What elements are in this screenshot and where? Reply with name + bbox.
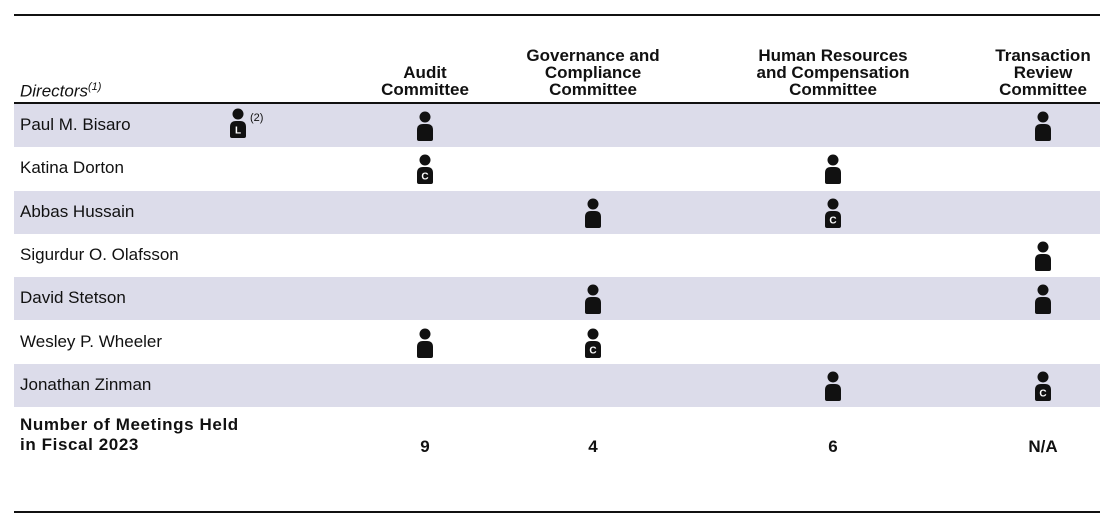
member-icon bbox=[1035, 111, 1051, 141]
member-icon bbox=[1035, 284, 1051, 315]
icon-head bbox=[827, 371, 839, 383]
row-shade bbox=[14, 104, 1100, 148]
icon-head bbox=[587, 284, 599, 296]
director-name: Paul M. Bisaro bbox=[20, 115, 131, 134]
footer-label-line: in Fiscal 2023 bbox=[20, 435, 139, 455]
bottom-rule bbox=[14, 511, 1100, 513]
director-name: Abbas Hussain bbox=[20, 201, 135, 221]
footer-label-line: Number of Meetings Held bbox=[20, 415, 239, 435]
icon-head bbox=[587, 198, 599, 210]
icon-head bbox=[1037, 111, 1049, 123]
member-icon bbox=[1035, 241, 1051, 271]
icon-head bbox=[419, 328, 431, 339]
member-icon: C bbox=[1035, 371, 1051, 401]
committee-header: Audit Committee bbox=[345, 64, 505, 98]
icon-body bbox=[825, 383, 841, 401]
icon-head bbox=[587, 328, 599, 339]
icon-body bbox=[1035, 253, 1051, 271]
member-icon bbox=[417, 328, 433, 358]
meetings-count: N/A bbox=[1028, 437, 1058, 457]
icon-head bbox=[419, 111, 431, 123]
meetings-count: 6 bbox=[828, 437, 838, 457]
directors-header: Directors(1) bbox=[20, 77, 101, 102]
director-name: Katina Dorton bbox=[20, 158, 124, 178]
member-icon bbox=[825, 371, 841, 401]
icon-body bbox=[585, 340, 601, 358]
member-icon bbox=[585, 198, 601, 228]
icon-body bbox=[1035, 383, 1051, 401]
header-line: Transaction bbox=[995, 46, 1091, 65]
icon-body bbox=[825, 210, 841, 228]
icon-letter: C bbox=[829, 215, 836, 226]
header-line: Compliance bbox=[544, 63, 642, 82]
member-icon: C bbox=[417, 154, 433, 185]
top-rule bbox=[14, 14, 1100, 16]
icon-body bbox=[417, 124, 433, 141]
icon-letter: C bbox=[589, 345, 596, 356]
member-icon: C bbox=[825, 198, 841, 228]
meetings-count: 4 bbox=[588, 437, 598, 457]
header-line: Committee bbox=[789, 80, 877, 99]
committee-header: Human Resources and Compensation Committee bbox=[718, 47, 948, 98]
header-line: and Compensation bbox=[756, 63, 910, 82]
header-line: Audit bbox=[403, 63, 447, 82]
header-line: Review bbox=[1013, 63, 1073, 82]
icon-head bbox=[827, 154, 839, 166]
header-line: Human Resources bbox=[758, 46, 908, 65]
icon-letter: C bbox=[1039, 388, 1046, 399]
header-line: Governance and bbox=[526, 46, 660, 65]
icon-body bbox=[1035, 124, 1051, 141]
directors-note: (1) bbox=[88, 81, 102, 93]
header-rule bbox=[14, 102, 1100, 104]
icon-body bbox=[230, 121, 246, 138]
member-icon: C bbox=[585, 328, 601, 358]
icon-body bbox=[417, 167, 433, 185]
director-name: Wesley P. Wheeler bbox=[20, 331, 163, 351]
row-shade bbox=[14, 277, 1100, 321]
header-line: Committee bbox=[999, 80, 1087, 99]
committee-header: Governance and Compliance Committee bbox=[498, 47, 688, 98]
header-line: Committee bbox=[381, 80, 469, 99]
header-line: Committee bbox=[549, 80, 637, 99]
row-shade bbox=[14, 363, 1100, 408]
member-icon bbox=[585, 284, 601, 315]
director-name: David Stetson bbox=[20, 288, 126, 308]
icon-body bbox=[1035, 297, 1051, 315]
icon-body bbox=[585, 210, 601, 228]
lead-icon: L bbox=[230, 108, 246, 138]
icon-body bbox=[417, 340, 433, 358]
meetings-count: 9 bbox=[420, 437, 430, 457]
icon-head bbox=[232, 108, 244, 120]
director-name: Jonathan Zinman bbox=[20, 374, 152, 394]
icon-body bbox=[825, 167, 841, 185]
member-icon bbox=[825, 154, 841, 185]
lead-note: (2) bbox=[250, 112, 264, 124]
icon-body bbox=[585, 297, 601, 315]
icon-head bbox=[1037, 241, 1049, 253]
member-icon bbox=[417, 111, 433, 141]
directors-label: Directors bbox=[20, 81, 89, 101]
icon-letter: L bbox=[235, 126, 241, 137]
committee-header: Transaction Review Committee bbox=[978, 47, 1108, 98]
icon-head bbox=[1037, 371, 1049, 383]
icon-head bbox=[419, 154, 431, 166]
director-name: Sigurdur O. Olafsson bbox=[20, 244, 179, 264]
icon-head bbox=[1037, 284, 1049, 296]
footer-label: Number of Meetings Held in Fiscal 2023 bbox=[20, 415, 239, 455]
icon-head bbox=[827, 198, 839, 210]
icon-letter: C bbox=[421, 172, 428, 183]
row-shade bbox=[14, 190, 1100, 234]
